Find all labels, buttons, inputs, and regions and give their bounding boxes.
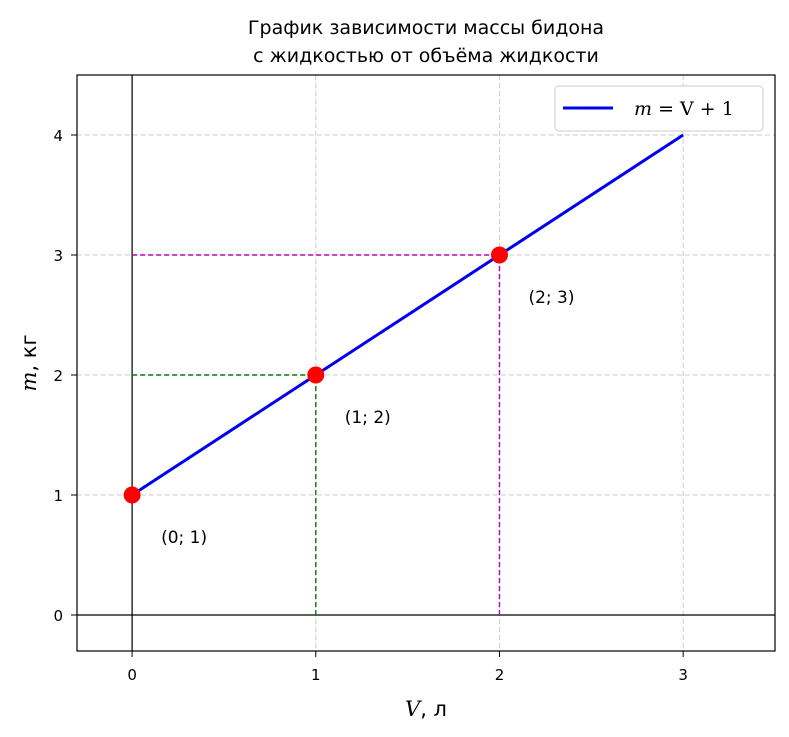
y-tick-label: 0 [53,607,63,625]
data-point [490,246,508,264]
point-label: (0; 1) [161,528,207,548]
x-axis-label-unit: , л [420,697,447,721]
plot-frame [76,74,776,652]
point-label: (1; 2) [345,408,391,428]
legend: m = V + 1 [554,85,764,132]
series-line [131,133,684,497]
y-tick-label: 2 [53,367,63,385]
guide-lines [132,254,501,615]
point-annotations: (0; 1) (1; 2) (2; 3) [161,288,574,548]
data-point [123,486,141,504]
x-tick-label: 1 [311,666,321,684]
x-tick-label: 0 [127,666,137,684]
legend-box [554,85,764,132]
y-ticks: 0 1 2 3 4 [53,127,77,625]
y-tick-label: 1 [53,487,63,505]
chart-title-line-1: График зависимости массы бидона [248,17,604,39]
x-axis-label: V, л [405,697,447,721]
y-axis-label-var: m [17,372,41,392]
chart-title-line-2: с жидкостью от объёма жидкости [253,45,599,67]
legend-var: m [634,98,652,120]
y-tick-label: 4 [53,127,63,145]
y-tick-label: 3 [53,247,63,265]
grid [77,75,775,651]
series [131,133,684,497]
legend-rest: = V + 1 [652,98,734,120]
x-ticks: 0 1 2 3 [127,651,688,684]
x-axis-label-var: V [405,697,422,721]
x-tick-label: 3 [678,666,688,684]
y-axis-label-unit: , кг [17,335,41,372]
y-axis-label: m, кг [17,335,41,392]
zero-axes [77,75,775,651]
point-label: (2; 3) [528,288,574,308]
x-tick-label: 2 [495,666,505,684]
legend-entry: m = V + 1 [634,98,734,120]
data-point [307,366,325,384]
data-points [123,246,508,504]
